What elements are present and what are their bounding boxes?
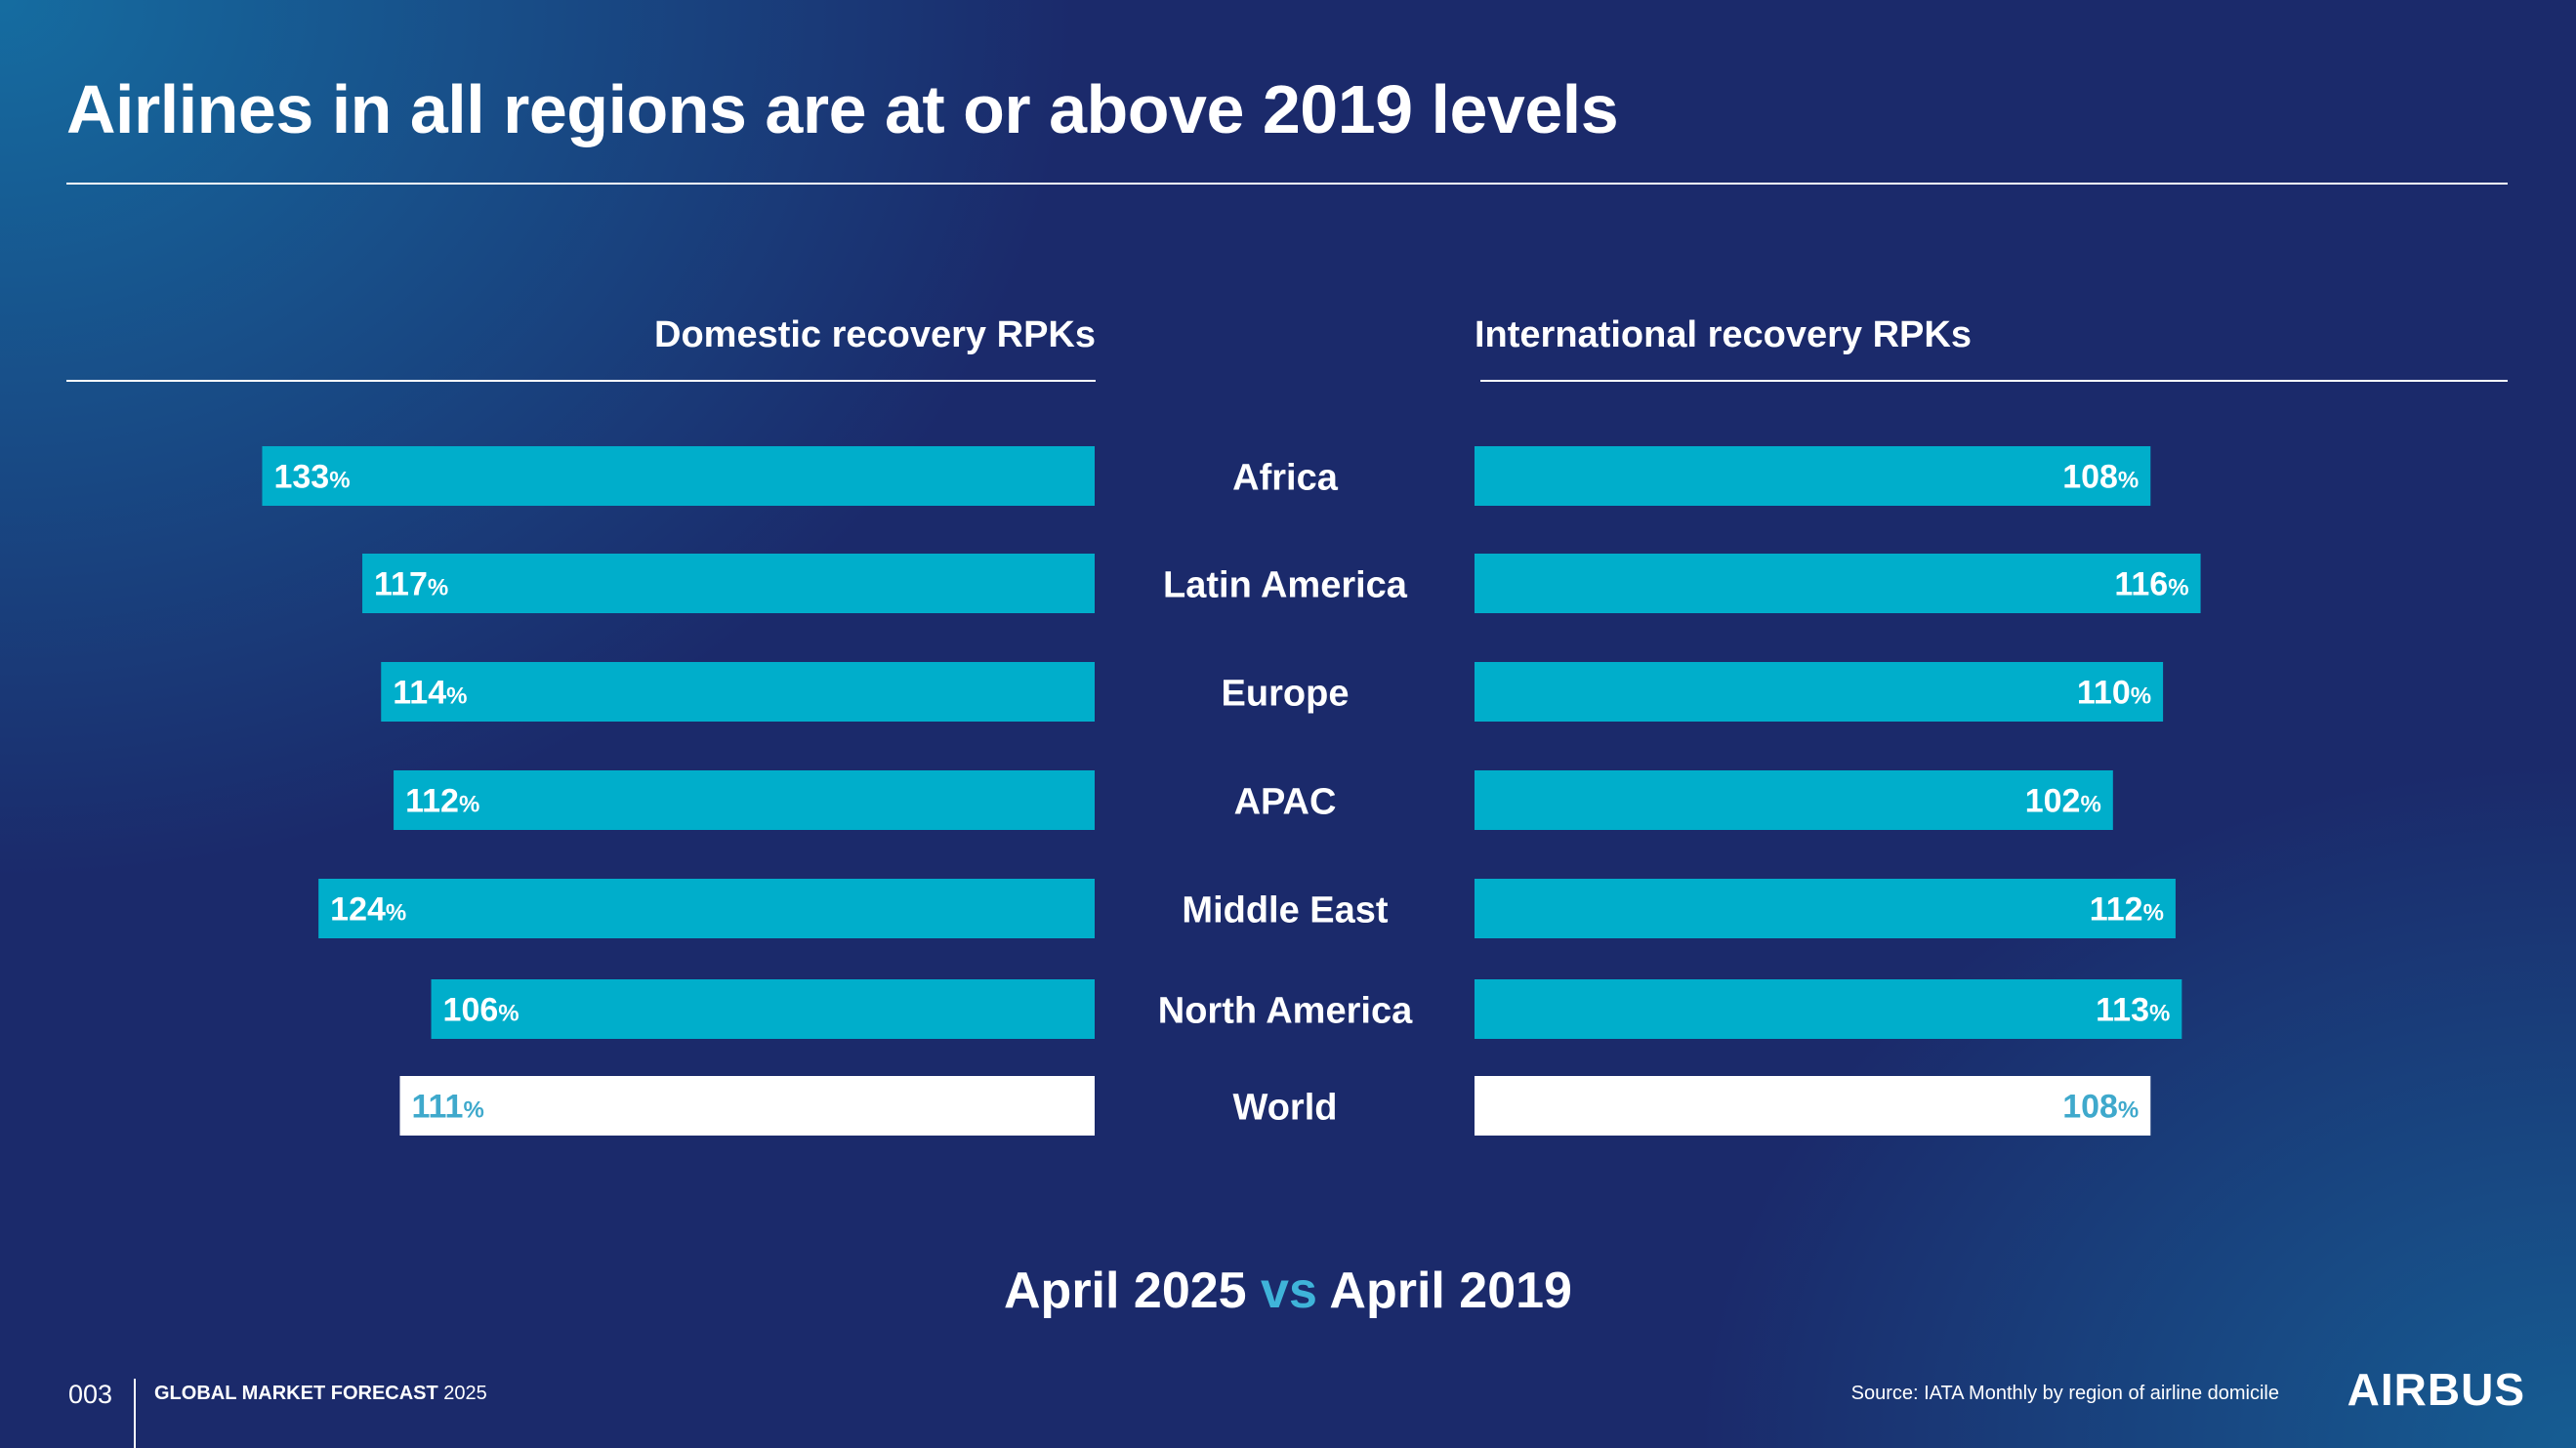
source-note: Source: IATA Monthly by region of airlin… [1850,1383,2279,1404]
international-bar-world [1475,1076,2151,1136]
domestic-value-label-middle-east: 124% [330,891,406,929]
footer-forecast-label: GLOBAL MARKET FORECAST 2025 [154,1383,487,1405]
region-label-latin-america: Latin America [1163,565,1408,606]
international-bar-apac [1475,770,2113,830]
international-header-divider [1480,380,2508,382]
domestic-value-label-apac: 112% [405,783,479,820]
domestic-value-label-world: 111% [411,1089,483,1126]
international-column-header: International recovery RPKs [1475,314,1972,355]
region-label-europe: Europe [1222,674,1350,715]
region-label-world: World [1233,1088,1338,1129]
page-title: Airlines in all regions are at or above … [66,71,1619,147]
international-value-label-world: 108% [2062,1089,2139,1126]
footer-divider [134,1379,136,1448]
domestic-column-header: Domestic recovery RPKs [654,314,1096,355]
subtitle-vs: vs [1261,1262,1317,1319]
international-bar-latin-america [1475,554,2201,613]
international-bar-north-america [1475,979,2182,1039]
domestic-header-divider [66,380,1096,382]
region-label-apac: APAC [1234,782,1337,823]
footer-forecast-title: GLOBAL MARKET FORECAST [154,1383,438,1404]
domestic-bar-apac [394,770,1096,830]
subtitle-current-period: April 2025 [1004,1262,1247,1319]
domestic-value-label-africa: 133% [273,459,350,496]
domestic-bar-world [399,1076,1095,1136]
international-value-label-apac: 102% [2025,783,2101,820]
domestic-bar-europe [381,662,1095,722]
domestic-bar-middle-east [318,879,1095,938]
title-divider [66,183,2508,185]
international-value-label-africa: 108% [2062,459,2139,496]
footer-forecast-year: 2025 [443,1383,487,1404]
comparison-subtitle: April 2025 vs April 2019 [0,1262,2576,1320]
international-bar-middle-east [1475,879,2176,938]
domestic-bar-africa [262,446,1096,506]
subtitle-base-period: April 2019 [1329,1262,1572,1319]
international-bar-europe [1475,662,2164,722]
domestic-value-label-latin-america: 117% [374,566,448,603]
international-value-label-europe: 110% [2077,675,2151,712]
international-value-label-latin-america: 116% [2114,566,2188,603]
international-value-label-north-america: 113% [2096,992,2170,1029]
domestic-bar-north-america [431,979,1095,1039]
domestic-value-label-europe: 114% [393,675,467,712]
region-label-north-america: North America [1158,991,1413,1032]
international-bar-africa [1475,446,2151,506]
page-number: 003 [68,1380,113,1409]
region-label-middle-east: Middle East [1182,890,1388,931]
domestic-bar-latin-america [362,554,1095,613]
international-value-label-middle-east: 112% [2090,891,2164,929]
domestic-value-label-north-america: 106% [443,992,519,1029]
airbus-logo: AIRBUS [2347,1364,2525,1415]
region-label-africa: Africa [1232,458,1339,499]
